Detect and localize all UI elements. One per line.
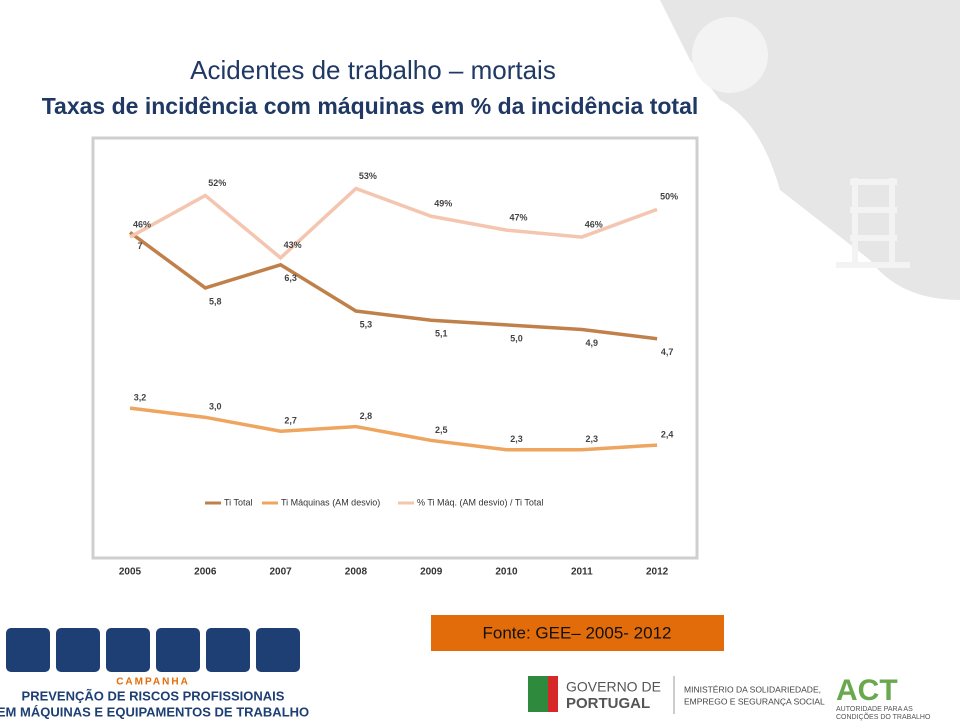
source-box — [431, 615, 724, 651]
subtitle: Taxas de incidência com máquinas em % da… — [42, 93, 699, 119]
data-label: 46% — [585, 219, 603, 229]
gov-line2: PORTUGAL — [566, 695, 650, 712]
x-tick-label: 2005 — [119, 567, 142, 578]
x-tick-label: 2007 — [269, 567, 292, 578]
flag-red — [548, 676, 558, 712]
series-line — [129, 406, 658, 452]
chart: 2005 2006 2007 2008 2009 2010 2011 2012 7 5,8 6,3 5… — [119, 171, 678, 578]
data-label: 5,1 — [435, 329, 448, 339]
series-line — [128, 231, 658, 341]
data-label: 2,8 — [360, 411, 373, 421]
act-line2: CONDIÇÕES DO TRABALHO — [836, 712, 931, 721]
source: Fonte: GEE– 2005- 2012 — [482, 623, 671, 642]
brain-icon — [692, 17, 768, 93]
data-label: 49% — [434, 199, 452, 209]
x-tick-label: 2008 — [345, 567, 368, 578]
data-label: 2,3 — [586, 434, 599, 444]
data-label: 53% — [359, 171, 377, 181]
legend-label: Ti Total — [224, 497, 253, 507]
data-label: 47% — [509, 213, 527, 223]
data-label: 3,2 — [134, 392, 147, 402]
data-label: 5,8 — [209, 296, 222, 306]
title: Acidentes de trabalho – mortais — [190, 55, 556, 85]
act-line1: AUTORIDADE PARA AS — [836, 706, 913, 713]
x-tick-label: 2010 — [495, 567, 518, 578]
campaign-line2: EM MÁQUINAS E EQUIPAMENTOS DE TRABALHO — [0, 704, 309, 719]
data-label: 2,7 — [284, 416, 297, 426]
campaign-icons — [6, 628, 300, 672]
plot-frame — [91, 136, 699, 560]
scaffold-icon — [836, 178, 910, 268]
legend-label: % Ti Máq. (AM desvio) / Ti Total — [417, 497, 543, 507]
gov-line1: GOVERNO DE — [566, 679, 661, 695]
data-label: 7 — [137, 241, 142, 251]
act-logo: ACT — [836, 674, 898, 707]
data-label: 4,9 — [586, 338, 599, 348]
data-label: 50% — [660, 192, 678, 202]
data-label: 2,4 — [661, 429, 674, 439]
data-label: 3,0 — [209, 402, 222, 412]
series-line — [129, 186, 658, 261]
campaign-line1: PREVENÇÃO DE RISCOS PROFISSIONAIS — [22, 688, 285, 703]
x-tick-label: 2011 — [571, 567, 593, 578]
data-label: 2,5 — [435, 425, 448, 435]
data-label: 4,7 — [661, 347, 674, 357]
legend-label: Ti Máquinas (AM desvio) — [281, 497, 380, 507]
campaign-label: CAMPANHA — [116, 677, 190, 688]
data-label: 46% — [133, 219, 151, 229]
ministry-line1: MINISTÉRIO DA SOLIDARIEDADE, — [684, 684, 821, 694]
x-tick-label: 2012 — [646, 567, 669, 578]
x-tick-label: 2009 — [420, 567, 443, 578]
data-label: 43% — [284, 240, 302, 250]
data-label: 2,3 — [510, 434, 523, 444]
data-label: 6,3 — [284, 273, 297, 283]
data-label: 5,3 — [360, 319, 373, 329]
ministry-line2: EMPREGO E SEGURANÇA SOCIAL — [684, 696, 825, 706]
data-label: 52% — [208, 178, 226, 188]
x-tick-label: 2006 — [194, 567, 217, 578]
data-label: 5,0 — [510, 333, 523, 343]
